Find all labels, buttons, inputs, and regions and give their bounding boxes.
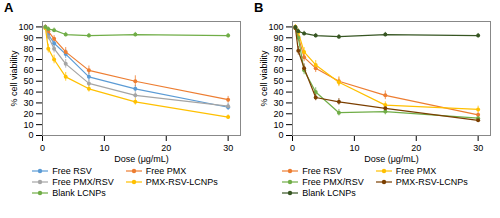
- svg-text:% cell viability: % cell viability: [259, 50, 269, 107]
- svg-text:30: 30: [23, 98, 33, 108]
- svg-text:0: 0: [278, 130, 283, 140]
- html-text:B: B: [254, 0, 264, 15]
- svg-text:20: 20: [411, 143, 421, 153]
- svg-text:80: 80: [23, 44, 33, 54]
- svg-text:100: 100: [268, 22, 283, 32]
- html-text:PMX-RSV-LCNPs: PMX-RSV-LCNPs: [145, 177, 218, 187]
- svg-text:60: 60: [23, 65, 33, 75]
- svg-text:90: 90: [23, 33, 33, 43]
- html-text:Free PMX: Free PMX: [395, 166, 437, 176]
- svg-text:Dose (μg/mL): Dose (μg/mL): [364, 154, 419, 164]
- html-text:Free PMX: Free PMX: [145, 166, 187, 176]
- svg-text:20: 20: [161, 143, 171, 153]
- html-text:Free RSV: Free RSV: [52, 166, 92, 176]
- html-text:Blank LCNPs: Blank LCNPs: [52, 188, 106, 198]
- svg-text:10: 10: [23, 120, 33, 130]
- svg-text:100: 100: [18, 22, 33, 32]
- svg-text:40: 40: [273, 87, 283, 97]
- svg-text:70: 70: [273, 54, 283, 64]
- svg-text:60: 60: [273, 65, 283, 75]
- svg-text:70: 70: [23, 54, 33, 64]
- svg-text:90: 90: [273, 33, 283, 43]
- svg-text:50: 50: [23, 76, 33, 86]
- svg-text:40: 40: [23, 87, 33, 97]
- svg-text:80: 80: [273, 44, 283, 54]
- svg-text:10: 10: [349, 143, 359, 153]
- svg-text:30: 30: [473, 143, 483, 153]
- svg-text:50: 50: [273, 76, 283, 86]
- svg-text:20: 20: [273, 109, 283, 119]
- svg-text:0: 0: [290, 143, 295, 153]
- html-text:Free PMX/RSV: Free PMX/RSV: [302, 177, 364, 187]
- svg-text:0: 0: [40, 143, 45, 153]
- svg-text:0: 0: [28, 130, 33, 140]
- svg-text:30: 30: [273, 98, 283, 108]
- svg-text:% cell viability: % cell viability: [9, 50, 19, 107]
- svg-text:10: 10: [99, 143, 109, 153]
- html-text:A: A: [4, 0, 14, 15]
- html-text:Free PMX/RSV: Free PMX/RSV: [52, 177, 114, 187]
- svg-text:20: 20: [23, 109, 33, 119]
- html-text:PMX-RSV-LCNPs: PMX-RSV-LCNPs: [395, 177, 468, 187]
- svg-text:10: 10: [273, 120, 283, 130]
- svg-text:30: 30: [223, 143, 233, 153]
- html-text:Blank LCNPs: Blank LCNPs: [302, 188, 356, 198]
- svg-text:Dose (μg/mL): Dose (μg/mL): [114, 154, 169, 164]
- html-text:Free RSV: Free RSV: [302, 166, 342, 176]
